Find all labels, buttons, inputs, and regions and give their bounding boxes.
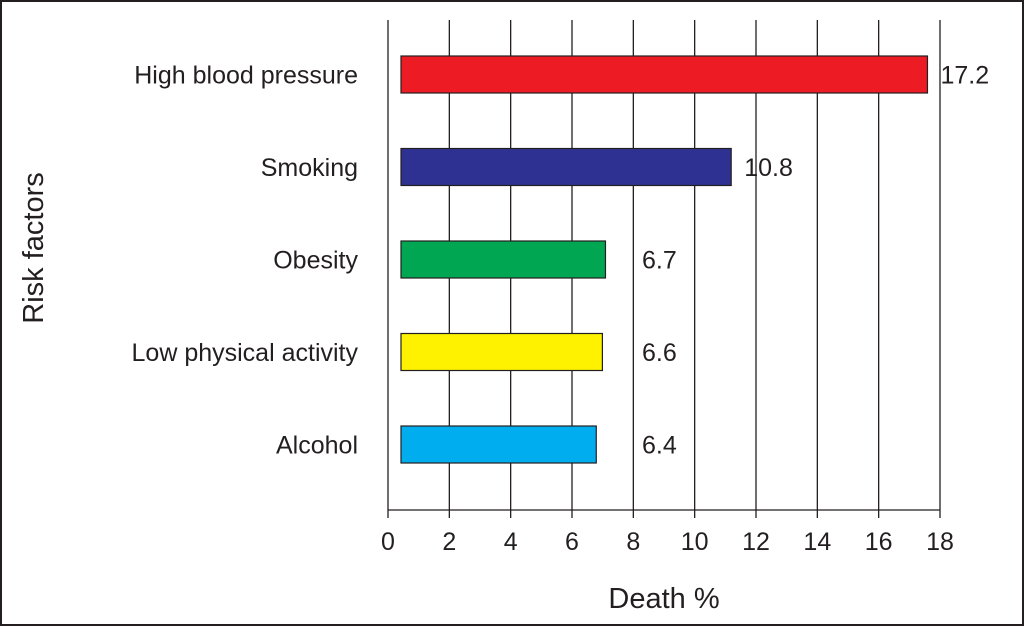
value-label-5: 6.4: [642, 432, 677, 460]
category-label-4: Low physical activity: [132, 339, 359, 367]
y-axis-title: Risk factors: [18, 172, 50, 323]
bar-2: [400, 147, 732, 187]
x-tick-label-16: 16: [865, 528, 893, 556]
value-label-4: 6.6: [642, 339, 677, 367]
x-tick-label-2: 2: [442, 528, 456, 556]
value-label-1: 17.2: [940, 62, 989, 90]
category-label-1: High blood pressure: [134, 62, 358, 90]
bar-1: [400, 55, 929, 94]
bar-4: [400, 332, 603, 372]
bars: [400, 55, 929, 464]
x-tick-labels: 0 2 4 6 8 10 12 14 16 18: [381, 528, 954, 556]
x-tick-label-8: 8: [626, 528, 640, 556]
value-label-3: 6.7: [642, 247, 677, 275]
value-labels: 17.2 10.8 6.7 6.6 6.4: [642, 62, 989, 460]
x-tick-label-0: 0: [381, 528, 395, 556]
category-labels: High blood pressure Smoking Obesity Low phy…: [132, 62, 359, 460]
x-axis-title: Death %: [608, 583, 719, 615]
bar-5: [400, 425, 597, 464]
category-label-3: Obesity: [273, 247, 358, 275]
x-tick-label-18: 18: [926, 528, 954, 556]
x-tick-label-6: 6: [565, 528, 579, 556]
category-label-5: Alcohol: [276, 432, 358, 460]
x-tick-label-14: 14: [803, 528, 831, 556]
value-label-2: 10.8: [744, 154, 793, 182]
bar-3: [400, 240, 607, 279]
category-label-2: Smoking: [261, 154, 358, 182]
x-tick-label-4: 4: [504, 528, 518, 556]
x-tick-label-12: 12: [742, 528, 770, 556]
x-tick-label-10: 10: [681, 528, 709, 556]
